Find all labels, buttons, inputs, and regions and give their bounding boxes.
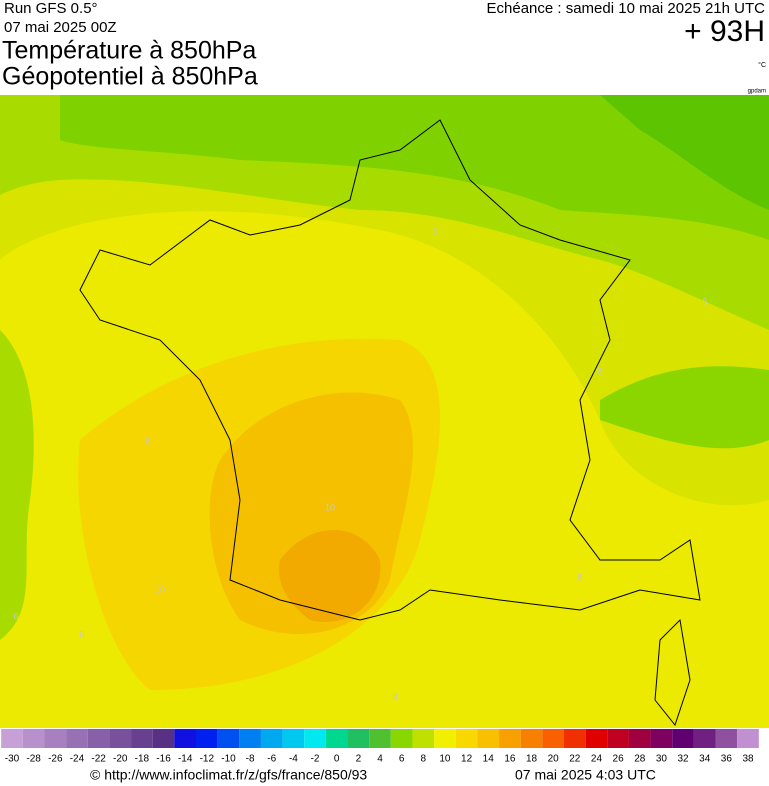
colorbar-swatch [715, 729, 738, 748]
run-date: 07 mai 2025 00Z [4, 19, 117, 36]
colorbar-swatch [152, 729, 175, 748]
colorbar-label: 16 [504, 754, 516, 765]
colorbar-label: 18 [526, 754, 538, 765]
colorbar-swatch [607, 729, 629, 748]
colorbar-swatch [325, 729, 348, 748]
colorbar-swatch [628, 729, 651, 748]
colorbar-label: -22 [91, 754, 106, 765]
colorbar-label: 6 [399, 754, 405, 765]
colorbar-swatch [196, 729, 218, 748]
colorbar-swatch [347, 729, 370, 748]
contour-label: 8 [145, 436, 150, 446]
colorbar-swatch [260, 729, 283, 748]
country-outline [79, 119, 701, 621]
colorbar-label: 38 [742, 754, 754, 765]
contour-label: 10 [325, 502, 335, 512]
colorbar-swatch [737, 729, 759, 748]
zone-0 [600, 95, 769, 210]
colorbar-label: 8 [421, 754, 427, 765]
colorbar-swatch [477, 729, 500, 748]
contour-label: 8 [392, 691, 397, 701]
colorbar-swatch [174, 729, 196, 748]
contour-label: 6 [702, 296, 707, 306]
colorbar-label: 4 [377, 754, 383, 765]
colorbar-label: 28 [634, 754, 646, 765]
colorbar-swatch [369, 729, 391, 748]
contour-label: 6 [13, 611, 18, 621]
unit-label-2: gpdam [748, 89, 766, 95]
colorbar-label: 24 [591, 754, 603, 765]
colorbar-swatch [44, 729, 67, 748]
colorbar-label: -28 [26, 754, 41, 765]
unit-label: °C [758, 61, 766, 69]
lead-time: + 93H [684, 15, 765, 48]
colorbar-swatch [564, 729, 586, 748]
colorbar-label: -30 [5, 754, 20, 765]
colorbar-swatch [693, 729, 716, 748]
colorbar-swatch [390, 729, 413, 748]
colorbar-swatch [1, 729, 23, 748]
colorbar-swatch [22, 729, 45, 748]
colorbar-label: 0 [334, 754, 340, 765]
colorbar-label: 12 [461, 754, 473, 765]
colorbar-swatch [672, 729, 694, 748]
colorbar-label: 26 [613, 754, 625, 765]
colorbar-swatch [520, 729, 543, 748]
colorbar-label: 20 [548, 754, 560, 765]
colorbar-swatch [434, 729, 456, 748]
title-temperature: Température à 850hPa [2, 37, 256, 65]
colorbar-swatch [66, 729, 88, 748]
colorbar-swatch [109, 729, 132, 748]
colorbar-label: -16 [156, 754, 171, 765]
colorbar-swatch [131, 729, 153, 748]
zone-alps [600, 366, 769, 449]
colorbar-label: 22 [569, 754, 581, 765]
zone-14 [279, 530, 381, 622]
colorbar-swatch [239, 729, 261, 748]
colorbar-swatch [650, 729, 673, 748]
colorbar-label: 10 [439, 754, 451, 765]
colorbar-swatch [455, 729, 478, 748]
colorbar-swatch [542, 729, 564, 748]
footer-date: 07 mai 2025 4:03 UTC [515, 767, 656, 783]
zone-2 [60, 95, 769, 240]
colorbar-swatch [87, 729, 110, 748]
colorbar-swatch [282, 729, 305, 748]
contour-label: 10 [155, 584, 165, 594]
colorbar-swatch [499, 729, 521, 748]
colorbar-label: 32 [677, 754, 689, 765]
zone-atlantic [0, 330, 34, 640]
contour-label: 6 [432, 226, 437, 236]
colorbar-label: -12 [200, 754, 215, 765]
colorbar-label: -4 [289, 754, 298, 765]
colorbar-label: 14 [483, 754, 495, 765]
contour-label: 8 [79, 629, 84, 639]
map [0, 95, 769, 728]
colorbar-swatch [217, 729, 240, 748]
footer-url: © http://www.infoclimat.fr/z/gfs/france/… [90, 767, 367, 783]
echeance: Echéance : samedi 10 mai 2025 21h UTC [487, 0, 766, 17]
colorbar-label: 36 [721, 754, 733, 765]
contour-label: 8 [597, 366, 602, 376]
colorbar-label: -24 [70, 754, 85, 765]
corsica-outline [654, 618, 691, 727]
colorbar-swatch [304, 729, 326, 748]
colorbar-label: 30 [656, 754, 668, 765]
colorbar-label: -18 [135, 754, 150, 765]
colorbar-label: 2 [356, 754, 362, 765]
title-geopotential: Géopotentiel à 850hPa [2, 63, 258, 91]
run-label: Run GFS 0.5° [4, 0, 98, 17]
colorbar-label: -14 [178, 754, 193, 765]
contour-label: 8 [577, 572, 582, 582]
colorbar-label: -2 [311, 754, 320, 765]
colorbar-label: -20 [113, 754, 128, 765]
colorbar-label: -26 [48, 754, 63, 765]
colorbar-swatch [585, 729, 608, 748]
colorbar-label: -8 [246, 754, 255, 765]
colorbar-label: -10 [221, 754, 236, 765]
colorbar-swatch [412, 729, 435, 748]
colorbar-label: 34 [699, 754, 711, 765]
colorbar-label: -6 [267, 754, 276, 765]
